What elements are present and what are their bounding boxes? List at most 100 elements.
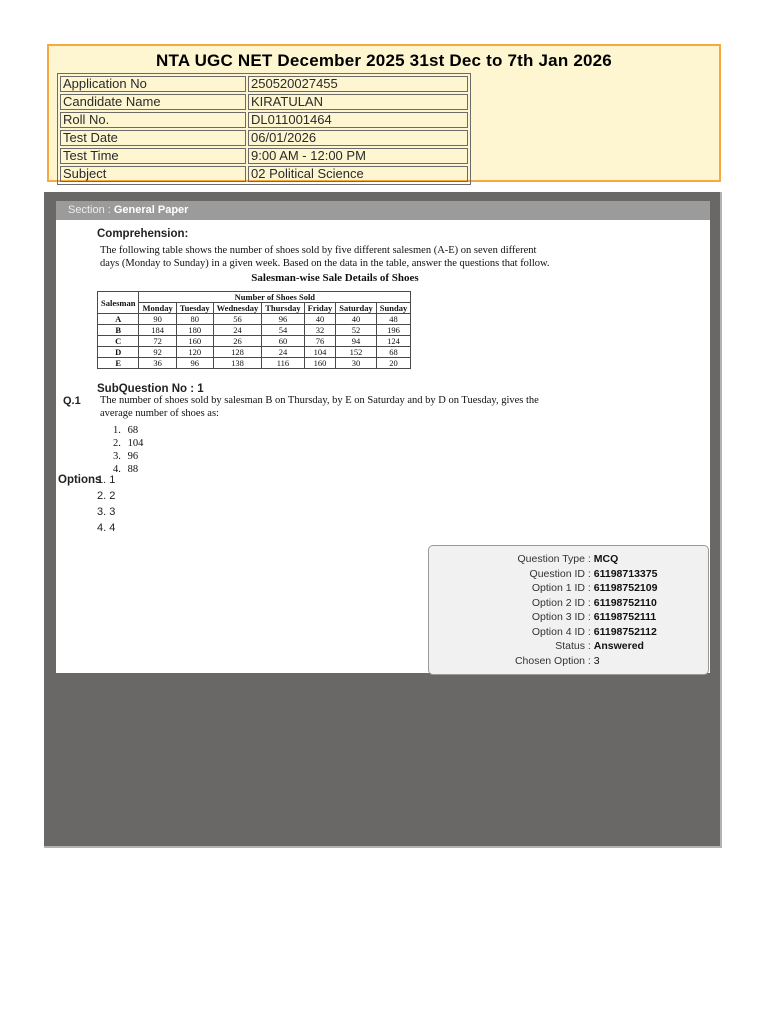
answer-item: 4. 88 [113, 463, 143, 476]
comprehension-heading: Comprehension: [97, 228, 189, 240]
meta-row: Option 4 ID : 61198752112 [429, 625, 698, 640]
meta-value: 61198752110 [593, 596, 657, 609]
field-value: DL011001464 [248, 112, 468, 128]
options-list: 1. 1 2. 2 3. 3 4. 4 [97, 474, 115, 538]
candidate-row: Test Date 06/01/2026 [60, 130, 468, 146]
sales-value: 24 [261, 346, 305, 358]
sales-value: 138 [212, 357, 263, 369]
meta-separator: : [585, 611, 594, 623]
sales-value: 20 [375, 357, 412, 369]
day-header: Monday [138, 302, 177, 314]
sales-value: 152 [335, 346, 377, 358]
answer-text: 88 [125, 464, 139, 475]
option-item: 2. 2 [97, 490, 116, 502]
sales-value: 54 [261, 324, 305, 336]
meta-label: Chosen Option [514, 654, 585, 667]
sales-table-corner-header: Salesman [96, 291, 140, 314]
candidate-row: Roll No. DL011001464 [60, 112, 468, 128]
field-value: 9:00 AM - 12:00 PM [248, 148, 468, 164]
meta-label: Question ID [529, 567, 585, 580]
meta-separator: : [585, 596, 594, 609]
sales-value: 72 [138, 335, 177, 347]
answer-text: 96 [125, 451, 139, 462]
candidate-row: Subject 02 Political Science [60, 166, 468, 182]
candidate-info-table: Application No 250520027455 Candidate Name… [57, 73, 471, 185]
meta-value: Answered [593, 640, 644, 652]
meta-separator: : [585, 654, 594, 667]
day-header: Thursday [261, 302, 305, 314]
subquestion-label: SubQuestion No : 1 [97, 383, 204, 395]
candidate-row: Candidate Name KIRATULAN [60, 94, 468, 110]
answer-text: 68 [125, 425, 139, 436]
answer-item: 3. 96 [113, 450, 143, 463]
sales-value: 52 [335, 324, 377, 336]
answer-text: 104 [125, 438, 144, 449]
day-header: Sunday [375, 302, 412, 314]
sales-data-table: Salesman Number of Shoes Sold Monday Tues… [96, 291, 412, 369]
sales-table-title: Salesman-wise Sale Details of Shoes [251, 272, 419, 284]
sales-value: 94 [335, 335, 377, 347]
sales-value: 160 [303, 357, 337, 369]
answer-number: 3. [113, 451, 121, 462]
option-item: 1. 1 [97, 474, 116, 486]
meta-separator: : [585, 640, 594, 652]
options-label: Options [58, 474, 102, 486]
salesman-name: B [96, 324, 140, 336]
sales-value: 124 [375, 335, 412, 347]
field-value: 06/01/2026 [248, 130, 468, 146]
field-label: Test Time [60, 148, 246, 164]
field-label: Application No [60, 76, 246, 92]
answer-item: 2. 104 [113, 437, 143, 450]
section-name: General Paper [113, 204, 189, 216]
sales-row: B 184 180 24 54 32 52 196 [96, 324, 412, 336]
answer-item: 1. 68 [113, 424, 143, 437]
sales-table-group-header: Number of Shoes Sold [138, 291, 412, 303]
field-value: KIRATULAN [248, 94, 468, 110]
salesman-name: E [96, 357, 140, 369]
meta-value: 61198752111 [593, 611, 657, 623]
question-panel: Section : General Paper Comprehension: T… [44, 192, 722, 848]
answer-number: 4. [113, 464, 121, 475]
comprehension-text: The following table shows the number of … [100, 245, 550, 269]
sales-value: 96 [261, 313, 305, 325]
day-header: Friday [303, 302, 337, 314]
meta-row: Status : Answered [429, 639, 698, 654]
salesman-name: C [96, 335, 140, 347]
sales-value: 160 [175, 335, 214, 347]
option-item: 4. 4 [97, 522, 116, 534]
field-label: Subject [60, 166, 246, 182]
answer-list: 1. 68 2. 104 3. 96 4. 88 [113, 424, 143, 476]
sales-row: C 72 160 26 60 76 94 124 [96, 335, 412, 347]
meta-separator: : [585, 625, 594, 638]
meta-value: 3 [593, 654, 600, 667]
sales-value: 104 [303, 346, 337, 358]
question-number: Q.1 [63, 395, 81, 407]
candidate-row: Test Time 9:00 AM - 12:00 PM [60, 148, 468, 164]
sales-value: 120 [175, 346, 214, 358]
field-label: Candidate Name [60, 94, 246, 110]
section-bar: Section : General Paper [56, 201, 710, 220]
sales-value: 24 [212, 324, 263, 336]
meta-separator: : [585, 567, 594, 580]
day-header: Wednesday [212, 302, 263, 314]
sales-value: 116 [261, 357, 305, 369]
field-label: Test Date [60, 130, 246, 146]
day-header: Tuesday [175, 302, 214, 314]
meta-label: Question Type [517, 553, 585, 565]
field-value: 250520027455 [248, 76, 468, 92]
meta-separator: : [585, 553, 594, 565]
meta-row: Option 3 ID : 61198752111 [429, 610, 698, 625]
sales-value: 30 [335, 357, 377, 369]
sales-row: E 36 96 138 116 160 30 20 [96, 357, 412, 369]
meta-label: Option 1 ID [531, 582, 585, 594]
sales-value: 32 [303, 324, 337, 336]
sales-value: 184 [138, 324, 177, 336]
answer-number: 1. [113, 425, 121, 436]
sales-value: 60 [261, 335, 305, 347]
sales-value: 68 [375, 346, 412, 358]
section-label: Section : [68, 204, 114, 216]
answer-number: 2. [113, 438, 121, 449]
meta-value: MCQ [593, 553, 619, 565]
sales-value: 96 [175, 357, 214, 369]
day-header: Saturday [335, 302, 377, 314]
